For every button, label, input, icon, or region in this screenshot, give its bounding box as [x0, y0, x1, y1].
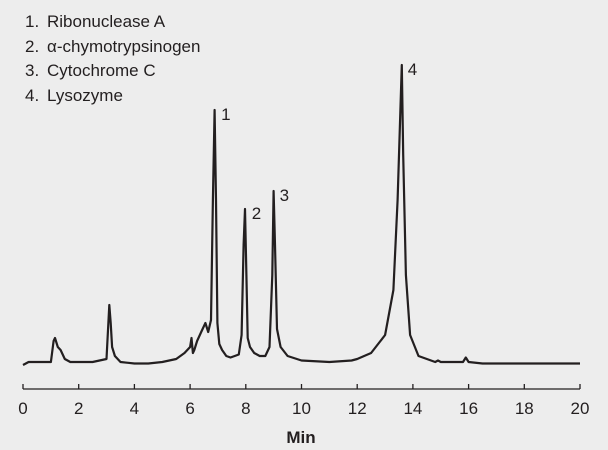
legend-label: α-chymotrypsinogen: [47, 36, 201, 56]
x-tick-label: 10: [292, 399, 311, 418]
legend-item-1: 1. Ribonuclease A: [25, 12, 166, 31]
legend-label: Lysozyme: [47, 85, 123, 105]
x-tick-label: 2: [74, 399, 83, 418]
x-axis-ticks: 0 2 4 6 8 10 12 14 16 18 20: [18, 384, 589, 418]
x-tick-label: 6: [185, 399, 194, 418]
peak-label: 2: [252, 204, 261, 223]
peak-label: 3: [280, 186, 289, 205]
legend-label: Ribonuclease A: [47, 12, 166, 31]
x-tick-label: 16: [459, 399, 478, 418]
chromatogram-trace: [22, 63, 580, 366]
x-tick-label: 20: [571, 399, 590, 418]
x-tick-label: 4: [130, 399, 139, 418]
legend-label: Cytochrome C: [47, 61, 156, 80]
peak-labels: 1 23 4: [221, 60, 417, 223]
x-tick-label: 0: [18, 399, 27, 418]
legend-item-4: 4. Lysozyme: [25, 85, 123, 105]
legend: 1. Ribonuclease A 2. α-chymotrypsinogen 3.…: [25, 10, 200, 108]
x-tick-label: 8: [241, 399, 250, 418]
legend-item-2: 2. α-chymotrypsinogen: [25, 36, 201, 56]
x-tick-label: 12: [348, 399, 367, 418]
x-tick-label: 14: [403, 399, 422, 418]
peak-label: 1: [221, 105, 230, 124]
legend-item-3: 3. Cytochrome C: [25, 61, 156, 80]
peak-label: 4: [408, 60, 417, 79]
x-tick-label: 18: [515, 399, 534, 418]
x-axis-label: Min: [286, 428, 315, 447]
